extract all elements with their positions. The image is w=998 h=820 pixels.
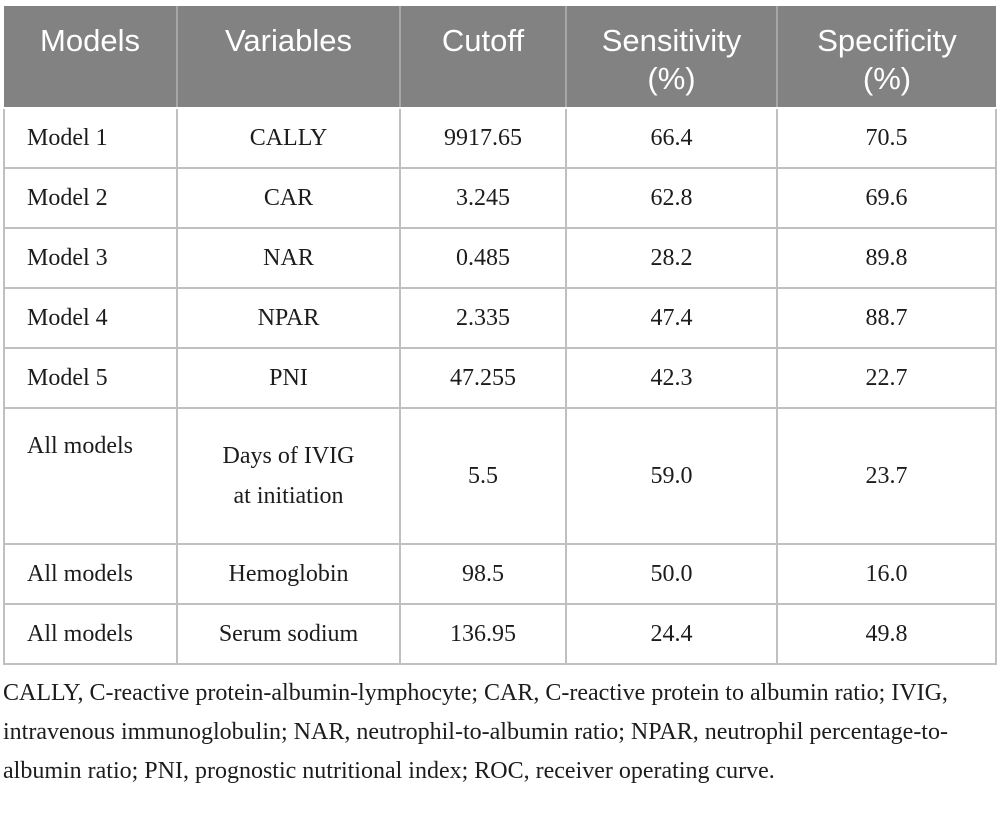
column-header-label: Models [40,23,140,58]
table-row-model-3: Model 3 NAR 0.485 28.2 89.8 [3,227,997,289]
table-row-ivig-days: All models Days of IVIG at initiation 5.… [3,407,997,545]
column-header-models: Models [4,6,177,109]
cutoff-cell: 3.245 [399,167,567,229]
table-row-model-5: Model 5 PNI 47.255 42.3 22.7 [3,347,997,409]
specificity-cell: 16.0 [776,543,997,605]
table-row-hemoglobin: All models Hemoglobin 98.5 50.0 16.0 [3,543,997,605]
cutoff-cell: 47.255 [399,347,567,409]
variable-cell: CALLY [176,107,401,169]
model-cell: Model 2 [3,167,178,229]
column-header-label: Sensitivity [601,23,742,58]
sensitivity-cell: 50.0 [565,543,778,605]
variable-line-2: at initiation [233,483,344,509]
sensitivity-cell: 66.4 [565,107,778,169]
variable-cell: Serum sodium [176,603,401,665]
table-row-model-4: Model 4 NPAR 2.335 47.4 88.7 [3,287,997,349]
sensitivity-cell: 28.2 [565,227,778,289]
variable-cell: PNI [176,347,401,409]
model-cell: All models [3,407,178,545]
column-header-sensitivity: Sensitivity (%) [565,6,777,109]
sensitivity-cell: 24.4 [565,603,778,665]
model-cell: Model 1 [3,107,178,169]
specificity-cell: 89.8 [776,227,997,289]
specificity-cell: 69.6 [776,167,997,229]
table-footnote-abbreviations: CALLY, C-reactive protein-albumin-lympho… [3,680,948,784]
cutoff-cell: 98.5 [399,543,567,605]
column-header-label: Specificity [817,23,957,58]
model-cell: Model 5 [3,347,178,409]
variable-cell: NAR [176,227,401,289]
table-row-model-1: Model 1 CALLY 9917.65 66.4 70.5 [3,107,997,169]
cutoff-cell: 136.95 [399,603,567,665]
column-header-specificity: Specificity (%) [776,6,996,109]
column-header-cutoff: Cutoff [399,6,566,109]
specificity-cell: 49.8 [776,603,997,665]
model-cell: Model 4 [3,287,178,349]
specificity-cell: 23.7 [776,407,997,545]
sensitivity-cell: 62.8 [565,167,778,229]
sensitivity-cell: 47.4 [565,287,778,349]
model-cell: All models [3,603,178,665]
specificity-cell: 88.7 [776,287,997,349]
cutoff-cell: 5.5 [399,407,567,545]
sensitivity-cell: 59.0 [565,407,778,545]
table-row-model-2: Model 2 CAR 3.245 62.8 69.6 [3,167,997,229]
variable-cell: NPAR [176,287,401,349]
column-header-unit: (%) [647,61,696,96]
column-header-variables: Variables [176,6,400,109]
column-header-unit: (%) [862,61,912,96]
variable-cell: Hemoglobin [176,543,401,605]
cutoff-cell: 9917.65 [399,107,567,169]
specificity-cell: 70.5 [776,107,997,169]
column-header-label: Cutoff [441,23,525,58]
model-cell: Model 3 [3,227,178,289]
table-header-row: Models Variables Cutoff Sensitivity (%) … [4,6,996,109]
column-header-label: Variables [225,23,352,58]
variable-cell: Days of IVIG at initiation [176,407,401,545]
specificity-cell: 22.7 [776,347,997,409]
cutoff-cell: 0.485 [399,227,567,289]
model-cell: All models [3,543,178,605]
table-row-serum-sodium: All models Serum sodium 136.95 24.4 49.8 [3,603,997,665]
roc-cutoff-table: Models Variables Cutoff Sensitivity (%) … [3,6,997,665]
sensitivity-cell: 42.3 [565,347,778,409]
variable-line-1: Days of IVIG [222,443,355,469]
cutoff-cell: 2.335 [399,287,567,349]
variable-cell: CAR [176,167,401,229]
